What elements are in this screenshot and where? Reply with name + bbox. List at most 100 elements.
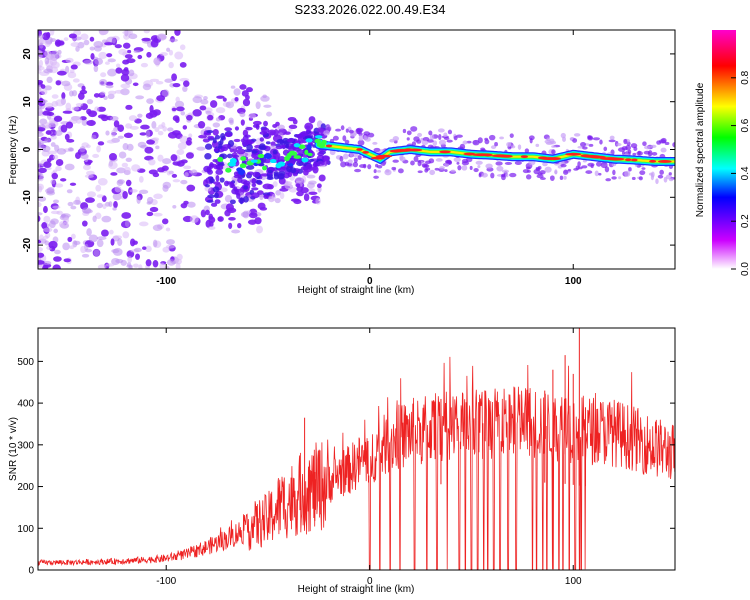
noise-blob	[216, 95, 225, 99]
noise-blob	[94, 57, 104, 66]
noise-blob	[308, 116, 316, 124]
noise-blob	[126, 143, 134, 151]
ridge-speckle	[410, 126, 418, 132]
noise-blob	[73, 199, 82, 205]
colorbar-gradient	[712, 30, 736, 269]
ridge-blob	[229, 158, 237, 164]
ridge-speckle	[624, 170, 631, 177]
cluster-blob	[215, 175, 220, 182]
noise-blob	[70, 205, 77, 210]
noise-blob	[248, 113, 257, 119]
ridge-speckle	[481, 172, 488, 178]
ridge-speckle	[672, 142, 675, 148]
noise-blob	[120, 83, 131, 89]
colorbar-tick-label: 0.0	[740, 262, 750, 276]
noise-blob	[79, 146, 86, 153]
noise-blob	[125, 123, 133, 129]
noise-blob	[93, 41, 104, 48]
ridge-speckle	[456, 161, 460, 165]
ridge-speckle	[496, 165, 504, 172]
noise-blob	[171, 173, 178, 178]
noise-blob	[104, 61, 110, 65]
noise-blob	[117, 135, 124, 139]
noise-blob	[93, 249, 100, 257]
noise-blob	[55, 80, 62, 86]
ridge-speckle	[549, 175, 555, 181]
cluster-blob	[231, 188, 240, 195]
noise-blob	[65, 102, 72, 111]
noise-blob	[146, 139, 155, 145]
cluster-blob	[207, 194, 216, 199]
cluster-blob	[210, 202, 218, 207]
noise-blob	[164, 78, 174, 83]
ridge-peak	[362, 150, 370, 154]
ridge-speckle	[588, 143, 594, 147]
noise-blob	[38, 59, 44, 67]
noise-blob	[122, 30, 132, 35]
noise-blob	[142, 83, 152, 91]
noise-blob	[103, 95, 108, 100]
noise-blob	[38, 167, 47, 174]
noise-blob	[52, 264, 61, 269]
noise-blob	[208, 216, 214, 220]
ridge-speckle	[472, 139, 480, 146]
noise-blob	[148, 158, 156, 166]
noise-blob	[150, 78, 160, 82]
noise-blob	[177, 142, 187, 150]
ridge-speckle	[536, 174, 544, 179]
noise-blob	[129, 189, 138, 193]
noise-blob	[245, 87, 253, 93]
bottom-x-ticks: -100 0 100	[156, 328, 582, 587]
noise-blob	[81, 253, 90, 258]
ridge-speckle	[539, 177, 546, 181]
noise-blob	[67, 71, 77, 79]
cluster-blob	[287, 138, 295, 143]
noise-blob	[39, 42, 44, 49]
cluster-blob	[214, 134, 221, 140]
cluster-blob	[298, 132, 306, 138]
x-tick-label: 0	[367, 576, 373, 587]
noise-blob	[183, 200, 189, 205]
noise-blob	[44, 39, 51, 48]
noise-blob	[120, 88, 130, 96]
noise-blob	[228, 217, 236, 221]
ridge-speckle	[348, 129, 354, 134]
noise-blob	[80, 245, 87, 254]
noise-blob	[96, 202, 103, 209]
ridge-speckle	[450, 169, 456, 173]
ridge-speckle	[391, 166, 397, 171]
noise-blob	[97, 106, 106, 112]
ridge-blob	[305, 138, 313, 143]
noise-blob	[222, 97, 227, 102]
ridge-speckle	[630, 143, 638, 149]
noise-blob	[38, 50, 43, 55]
ridge-speckle	[535, 143, 540, 148]
ridge-speckle	[485, 163, 493, 169]
noise-blob	[157, 130, 164, 136]
noise-blob	[114, 44, 122, 49]
noise-blob	[83, 39, 90, 46]
noise-blob	[124, 166, 131, 174]
ridge-speckle	[551, 145, 556, 148]
noise-blob	[120, 73, 130, 82]
noise-blob	[316, 183, 322, 189]
noise-blob	[38, 246, 43, 253]
cluster-blob	[220, 132, 226, 140]
noise-blob	[50, 38, 57, 42]
ridge-blob	[225, 167, 232, 173]
ridge-speckle	[323, 130, 330, 136]
noise-blob	[279, 187, 289, 192]
ridge-peak	[520, 155, 529, 159]
noise-blob	[127, 255, 133, 264]
noise-blob	[38, 160, 41, 169]
cluster-blob	[209, 178, 215, 184]
ridge-speckle	[428, 130, 433, 136]
noise-blob	[51, 172, 59, 180]
noise-blob	[105, 84, 114, 89]
noise-blob	[53, 199, 60, 204]
noise-blob	[110, 129, 116, 138]
noise-blob	[256, 225, 263, 234]
noise-blob	[318, 174, 326, 182]
noise-blob	[141, 37, 151, 42]
ridge-speckle	[495, 161, 503, 166]
